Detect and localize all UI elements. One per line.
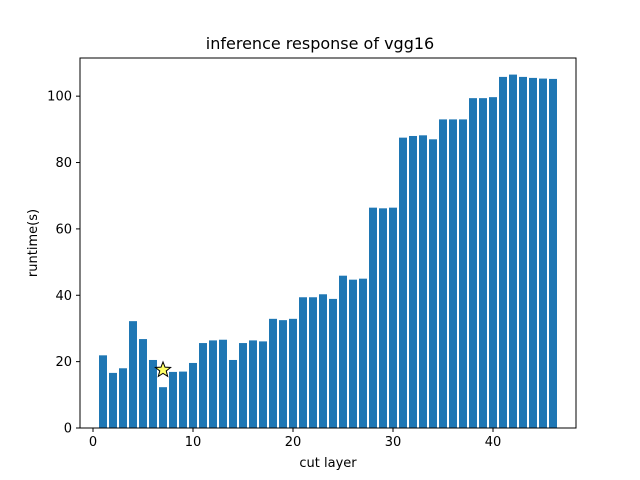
bar-44: [529, 77, 537, 428]
x-tick-label-10: 10: [185, 435, 202, 450]
x-axis-label: cut layer: [299, 456, 357, 471]
bar-38: [469, 98, 477, 429]
x-tick-label-30: 30: [385, 435, 402, 450]
bar-30: [389, 207, 397, 428]
bar-32: [409, 135, 417, 429]
bar-20: [289, 318, 297, 428]
bar-42: [509, 74, 517, 428]
marker-layer: [154, 360, 172, 378]
bar-18: [269, 318, 277, 428]
bar-39: [479, 98, 487, 429]
bar-3: [119, 368, 127, 428]
bar-27: [359, 278, 367, 428]
plot-frame: [79, 57, 577, 429]
bar-46: [549, 78, 557, 428]
bar-36: [449, 119, 457, 428]
x-tick-label-40: 40: [485, 435, 502, 450]
bar-17: [259, 341, 267, 428]
bar-37: [459, 119, 467, 428]
bar-21: [299, 297, 307, 428]
bar-7: [159, 387, 167, 428]
chart-title: inference response of vgg16: [206, 34, 434, 53]
bar-5: [139, 339, 147, 428]
bar-1: [99, 355, 107, 428]
bar-14: [229, 359, 237, 428]
bars-group: [99, 74, 557, 429]
bar-22: [309, 297, 317, 428]
bar-25: [339, 275, 347, 428]
bar-11: [199, 343, 207, 428]
x-tick-label-0: 0: [89, 435, 97, 450]
y-tick-label-80: 80: [55, 156, 72, 171]
x-axis-ticks: 0 10 20 30 40: [89, 428, 501, 450]
bar-43: [519, 76, 527, 428]
y-axis-label: runtime(s): [26, 209, 41, 277]
bar-10: [189, 362, 197, 428]
bar-45: [539, 78, 547, 428]
bar-40: [489, 97, 497, 428]
bar-26: [349, 279, 357, 428]
bar-9: [179, 371, 187, 428]
y-tick-label-100: 100: [47, 90, 72, 105]
bar-8: [169, 371, 177, 428]
bar-4: [129, 321, 137, 428]
bar-29: [379, 208, 387, 428]
bar-13: [219, 339, 227, 428]
bar-23: [319, 294, 327, 428]
bar-31: [399, 137, 407, 428]
bar-2: [109, 372, 117, 428]
bar-19: [279, 320, 287, 428]
bar-28: [369, 207, 377, 428]
y-tick-label-0: 0: [64, 422, 72, 437]
y-tick-label-40: 40: [55, 289, 72, 304]
star-marker: [154, 360, 172, 378]
bar-15: [239, 343, 247, 428]
bar-6: [149, 359, 157, 428]
bar-24: [329, 298, 337, 428]
x-tick-label-20: 20: [285, 435, 302, 450]
y-axis-ticks: 0 20 40 60 80 100: [47, 90, 80, 437]
y-tick-label-20: 20: [55, 355, 72, 370]
bar-12: [209, 340, 217, 428]
bar-41: [499, 76, 507, 428]
bar-16: [249, 340, 257, 428]
bar-33: [419, 135, 427, 428]
y-tick-label-60: 60: [55, 222, 72, 237]
bar-35: [439, 119, 447, 428]
bar-34: [429, 139, 437, 429]
